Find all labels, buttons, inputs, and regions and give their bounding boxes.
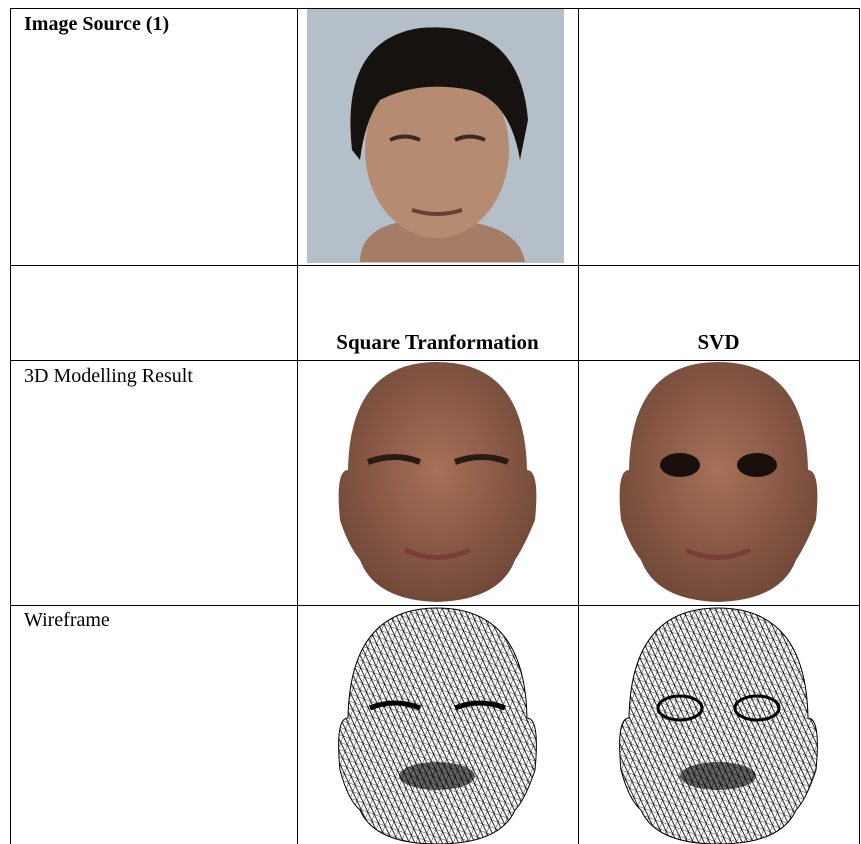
row-label: Wireframe [24, 609, 110, 631]
row-label: 3D Modelling Result [24, 365, 193, 387]
column-header: Square Tranformation [336, 330, 539, 354]
wireframe-svd [619, 607, 818, 844]
wireframe-square [338, 607, 537, 844]
table-border [10, 605, 860, 606]
table-border [10, 360, 860, 361]
row-label: Image Source (1) [24, 13, 170, 35]
table-border [859, 8, 860, 844]
table-border [10, 8, 860, 9]
table-border [10, 265, 860, 266]
column-header: SVD [697, 330, 740, 354]
source-photo [307, 9, 564, 263]
table-border [297, 8, 298, 844]
modelling-result-square [338, 362, 537, 602]
table-border [578, 8, 579, 844]
modelling-result-svd [619, 362, 818, 602]
table-border [10, 8, 11, 844]
